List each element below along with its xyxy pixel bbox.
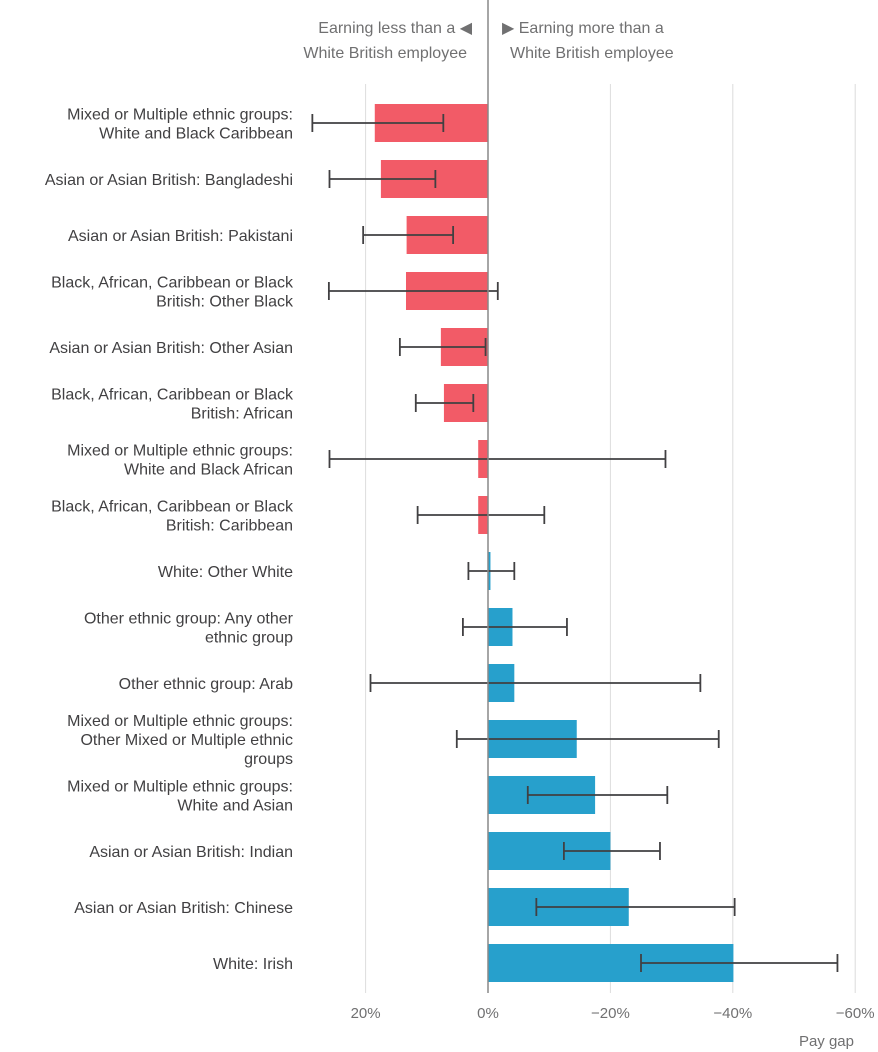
error-bars	[311, 114, 839, 972]
error-bar	[416, 506, 546, 524]
error-bar	[369, 674, 702, 692]
category-label-line: British: Caribbean	[166, 518, 293, 535]
error-bar	[414, 394, 475, 412]
x-tick-label: −20%	[591, 1005, 630, 1022]
category-label: Other ethnic group: Any other ethnic grou…	[84, 611, 294, 647]
header-left-line1: Earning less than a ◀	[318, 20, 472, 37]
category-label-line: White: Other White	[158, 564, 293, 581]
category-label-line: Other ethnic group: Any other	[84, 611, 294, 628]
category-label-line: Black, African, Caribbean or Black	[51, 275, 294, 292]
error-bar	[462, 618, 568, 636]
category-label-line: Mixed or Multiple ethnic groups:	[67, 107, 293, 124]
error-bar	[455, 730, 720, 748]
category-label-line: groups	[244, 751, 293, 768]
category-label: White: Irish	[213, 956, 293, 973]
category-label: Black, African, Caribbean or Black Britis…	[51, 499, 294, 535]
error-bar	[526, 786, 669, 804]
category-label-line: British: Other Black	[156, 294, 294, 311]
error-bar	[328, 450, 667, 468]
x-tick-label: −40%	[713, 1005, 752, 1022]
x-axis-title: Pay gap	[799, 1033, 854, 1050]
x-tick-label: −60%	[836, 1005, 875, 1022]
category-label-line: Other Mixed or Multiple ethnic	[80, 732, 293, 749]
error-bar	[640, 954, 839, 972]
header-right-line1: ▶ Earning more than a	[502, 20, 664, 37]
category-label: Mixed or Multiple ethnic groups: White an…	[67, 779, 293, 815]
header-right-line2: White British employee	[510, 45, 674, 62]
category-label: Other ethnic group: Arab	[119, 676, 293, 693]
category-label-line: White: Irish	[213, 956, 293, 973]
error-bar	[398, 338, 487, 356]
category-label-line: Black, African, Caribbean or Black	[51, 499, 294, 516]
category-label-line: Asian or Asian British: Pakistani	[68, 228, 293, 245]
header-left-line2: White British employee	[303, 45, 467, 62]
x-axis-ticks: 20% 0% −20% −40% −60%	[351, 1005, 875, 1022]
category-label: Asian or Asian British: Other Asian	[49, 340, 293, 357]
error-bar	[311, 114, 445, 132]
error-bar	[362, 226, 455, 244]
category-label: Asian or Asian British: Bangladeshi	[45, 172, 293, 189]
category-label-line: White and Black Caribbean	[99, 126, 293, 143]
category-label: Black, African, Caribbean or Black Britis…	[51, 275, 294, 311]
error-bar	[562, 842, 661, 860]
category-label-line: Asian or Asian British: Indian	[89, 844, 293, 861]
x-tick-label: 0%	[477, 1005, 499, 1022]
error-bar	[328, 170, 437, 188]
category-label: Asian or Asian British: Pakistani	[68, 228, 293, 245]
category-label-line: Asian or Asian British: Other Asian	[49, 340, 293, 357]
category-labels: Mixed or Multiple ethnic groups: White an…	[45, 107, 294, 974]
category-label-line: Other ethnic group: Arab	[119, 676, 293, 693]
category-label: Mixed or Multiple ethnic groups: Other Mi…	[67, 713, 293, 768]
error-bar	[327, 282, 499, 300]
category-label: Asian or Asian British: Chinese	[74, 900, 293, 917]
category-label-line: Asian or Asian British: Chinese	[74, 900, 293, 917]
category-label: Mixed or Multiple ethnic groups: White an…	[67, 107, 293, 143]
category-label: Asian or Asian British: Indian	[89, 844, 293, 861]
error-bar	[467, 562, 516, 580]
category-label: White: Other White	[158, 564, 293, 581]
category-label-line: British: African	[191, 406, 293, 423]
category-label-line: Mixed or Multiple ethnic groups:	[67, 713, 293, 730]
x-tick-label: 20%	[351, 1005, 381, 1022]
category-label-line: Asian or Asian British: Bangladeshi	[45, 172, 293, 189]
category-label-line: Mixed or Multiple ethnic groups:	[67, 443, 293, 460]
error-bar	[535, 898, 736, 916]
category-label-line: ethnic group	[205, 630, 293, 647]
category-label-line: White and Black African	[124, 462, 293, 479]
category-label-line: Black, African, Caribbean or Black	[51, 387, 294, 404]
category-label: Black, African, Caribbean or Black Britis…	[51, 387, 294, 423]
category-label-line: Mixed or Multiple ethnic groups:	[67, 779, 293, 796]
category-label: Mixed or Multiple ethnic groups: White an…	[67, 443, 293, 479]
category-label-line: White and Asian	[177, 798, 293, 815]
